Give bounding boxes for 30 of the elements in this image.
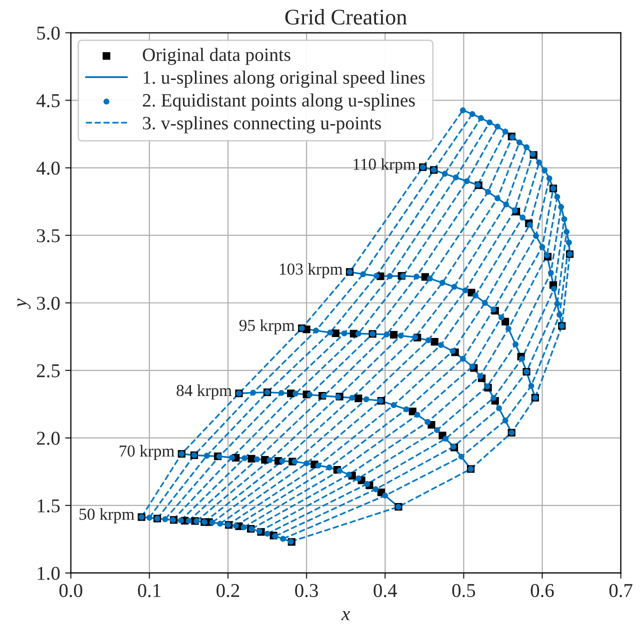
x-tick-label: 0.3 bbox=[295, 584, 318, 598]
y-tick-label: 4.5 bbox=[36, 94, 60, 108]
annotation: 50 krpm bbox=[80, 508, 134, 524]
x-tick-label: 0.5 bbox=[452, 584, 476, 598]
y-tick-label: 2.5 bbox=[36, 364, 60, 378]
x-tick-label: 0.2 bbox=[216, 584, 240, 598]
y-tick-label: 4.0 bbox=[36, 162, 60, 175]
legend-label: Original data points bbox=[142, 48, 290, 65]
x-tick-label: 0.7 bbox=[609, 584, 632, 598]
annotation: 84 krpm bbox=[176, 384, 232, 400]
y-tick-label: 3.5 bbox=[37, 229, 60, 242]
annotation: 103 krpm bbox=[280, 263, 343, 278]
y-tick-label: 5.0 bbox=[37, 26, 60, 40]
x-tick-label: 0.6 bbox=[530, 584, 554, 598]
annotation: 70 krpm bbox=[120, 444, 174, 460]
x-axis-title: x bbox=[341, 611, 350, 620]
y-tick-label: 3.0 bbox=[37, 296, 60, 310]
legend-label: 3. v-splines connecting u-points bbox=[142, 116, 381, 134]
y-tick-label: 1.0 bbox=[38, 566, 60, 580]
chart-title: Grid Creation bbox=[285, 9, 407, 25]
annotation: 110 krpm bbox=[354, 158, 416, 174]
legend-label: 1. u-splines along original speed lines bbox=[144, 70, 425, 88]
x-tick-label: 0.4 bbox=[374, 584, 397, 598]
x-tick-label: 0.0 bbox=[59, 584, 82, 598]
y-tick-label: 1.5 bbox=[38, 499, 60, 512]
y-tick-label: 2.0 bbox=[36, 432, 60, 445]
x-tick-label: 0.1 bbox=[138, 584, 160, 598]
y-axis-title: y bbox=[17, 298, 31, 309]
annotation: 95 krpm bbox=[239, 319, 295, 334]
legend-label: 2. Equidistant points along u-splines bbox=[142, 93, 415, 111]
